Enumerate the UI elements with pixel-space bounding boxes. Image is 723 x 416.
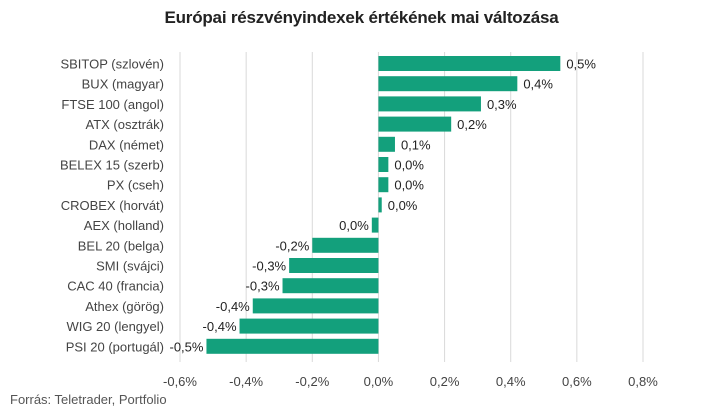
bar bbox=[282, 278, 379, 294]
category-label: CROBEX (horvát) bbox=[61, 198, 164, 213]
data-label: 0,5% bbox=[566, 57, 596, 72]
bar bbox=[239, 318, 379, 334]
category-label: PX (cseh) bbox=[107, 178, 164, 193]
data-label: -0,3% bbox=[252, 259, 286, 274]
bar bbox=[378, 116, 452, 132]
data-label: 0,2% bbox=[457, 117, 487, 132]
category-label: BELEX 15 (szerb) bbox=[60, 158, 164, 173]
category-label: CAC 40 (francia) bbox=[67, 279, 164, 294]
category-label: BEL 20 (belga) bbox=[78, 238, 164, 253]
bar bbox=[378, 76, 518, 92]
data-label: -0,4% bbox=[203, 319, 237, 334]
bar bbox=[252, 298, 379, 314]
bar bbox=[206, 338, 379, 354]
category-labels: SBITOP (szlovén) BUX (magyar) FTSE 100 (an… bbox=[60, 57, 164, 355]
category-label: WIG 20 (lengyel) bbox=[66, 319, 164, 334]
x-tick-label: 0,6% bbox=[562, 374, 592, 389]
x-axis-tick-labels: -0,6% -0,4% -0,2% 0,0% 0,2% 0,4% 0,6% 0,8% bbox=[163, 374, 658, 389]
bar bbox=[378, 197, 382, 213]
category-label: SMI (svájci) bbox=[96, 259, 164, 274]
data-label: 0,0% bbox=[339, 218, 369, 233]
bar bbox=[378, 96, 481, 112]
bar bbox=[378, 56, 561, 71]
bar bbox=[312, 237, 379, 253]
data-label: 0,0% bbox=[394, 178, 424, 193]
bar bbox=[289, 258, 379, 273]
data-label: -0,3% bbox=[246, 279, 280, 294]
x-tick-label: 0,8% bbox=[628, 374, 658, 389]
data-label: 0,0% bbox=[388, 198, 418, 213]
data-labels: 0,5% 0,4% 0,3%0,2% 0,1% 0,0% 0,0% 0,0% 0,0% -0,2… bbox=[169, 57, 596, 355]
category-label: BUX (magyar) bbox=[82, 77, 164, 92]
data-label: 0,4% bbox=[523, 77, 553, 92]
bar bbox=[378, 177, 389, 193]
bar bbox=[371, 217, 379, 233]
category-label: SBITOP (szlovén) bbox=[60, 57, 164, 72]
category-label: PSI 20 (portugál) bbox=[66, 339, 164, 354]
data-label: 0,0% bbox=[394, 158, 424, 173]
bar-chart: 0,5%0,4%0,3%0,2%0,1%0,0%0,0%0,0%0,0%-0,2… bbox=[60, 52, 658, 389]
x-tick-label: -0,6% bbox=[163, 374, 197, 389]
x-tick-label: -0,2% bbox=[295, 374, 329, 389]
category-label: ATX (osztrák) bbox=[86, 117, 165, 132]
category-label: Athex (görög) bbox=[85, 299, 164, 314]
x-tick-label: 0,2% bbox=[430, 374, 460, 389]
data-label: -0,4% bbox=[216, 299, 250, 314]
category-label: AEX (holland) bbox=[84, 218, 164, 233]
x-tick-label: 0,0% bbox=[364, 374, 394, 389]
bars bbox=[206, 56, 561, 354]
bar bbox=[378, 136, 395, 152]
data-label: 0,3% bbox=[487, 97, 517, 112]
category-label: DAX (német) bbox=[89, 137, 164, 152]
chart-title: Európai részvényindexek értékének mai vá… bbox=[164, 8, 559, 27]
data-label: 0,1% bbox=[401, 137, 431, 152]
category-label: FTSE 100 (angol) bbox=[61, 97, 164, 112]
x-tick-label: -0,4% bbox=[229, 374, 263, 389]
source-note: Forrás: Teletrader, Portfolio bbox=[10, 392, 167, 407]
data-label: -0,2% bbox=[275, 238, 309, 253]
bar bbox=[378, 157, 389, 172]
data-label: -0,5% bbox=[169, 339, 203, 354]
x-tick-label: 0,4% bbox=[496, 374, 526, 389]
